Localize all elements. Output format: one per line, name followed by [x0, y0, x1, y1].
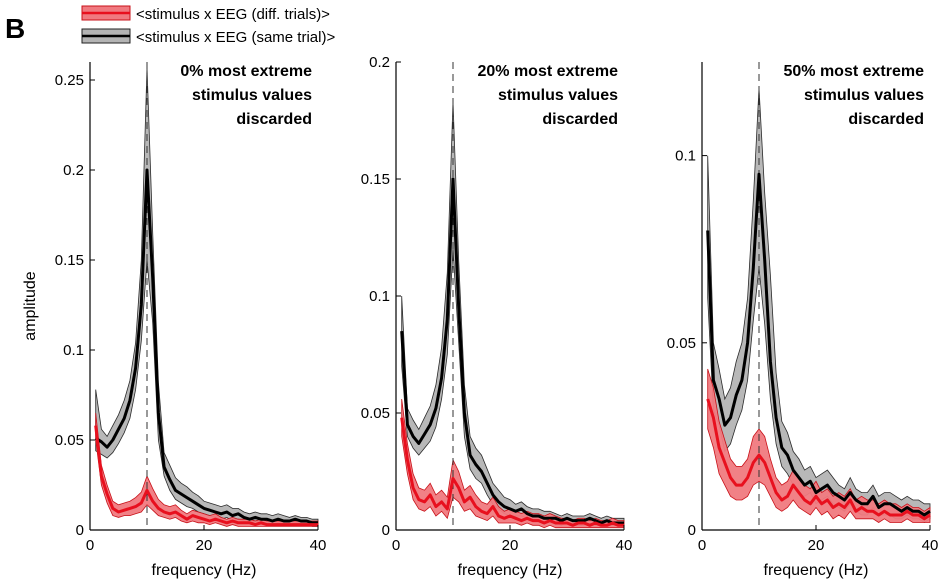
y-tick-label: 0.25: [55, 72, 84, 89]
y-tick-label: 0.2: [369, 54, 390, 71]
y-tick-label: 0: [76, 522, 84, 539]
x-tick-label: 0: [86, 537, 94, 554]
legend-label-diff-trials: <stimulus x EEG (diff. trials)>: [136, 6, 330, 23]
panel-title-line: 50% most extreme: [783, 63, 924, 80]
y-tick-label: 0.1: [675, 148, 696, 165]
x-tick-label: 20: [502, 537, 519, 554]
x-tick-label: 40: [616, 537, 633, 554]
y-tick-label: 0.1: [369, 288, 390, 305]
y-axis-label: amplitude: [22, 271, 39, 340]
y-tick-label: 0: [382, 522, 390, 539]
series-line-diff-trials: [94, 425, 318, 527]
panel-title-line: discarded: [236, 111, 312, 128]
panel-title-line: stimulus values: [192, 87, 312, 104]
x-tick-label: 20: [808, 537, 825, 554]
x-axis-label: frequency (Hz): [152, 562, 257, 579]
y-tick-label: 0.15: [55, 252, 84, 269]
series-line-diff-trials: [706, 398, 931, 521]
legend: <stimulus x EEG (diff. trials)> <stimulu…: [81, 5, 335, 46]
x-tick-label: 0: [698, 537, 706, 554]
panel-title-line: discarded: [542, 111, 618, 128]
series-line-same-trial: [400, 177, 624, 525]
x-axis-label: frequency (Hz): [764, 562, 869, 579]
panel-letter: B: [5, 13, 25, 44]
confidence-band-diff-trials: [707, 368, 931, 523]
legend-item-same-trial: <stimulus x EEG (same trial)>: [81, 28, 335, 46]
panel-title-line: stimulus values: [498, 87, 618, 104]
panel-title-line: 0% most extreme: [180, 63, 312, 80]
confidence-band-same-trial: [401, 101, 625, 526]
y-tick-label: 0.15: [361, 171, 390, 188]
x-tick-label: 40: [922, 537, 939, 554]
confidence-band-same-trial: [707, 88, 931, 523]
legend-item-diff-trials: <stimulus x EEG (diff. trials)>: [81, 5, 330, 23]
subplot-20pct: 0 0.05 0.1 0.15 0.2 0 20 40 frequency (Hz) 20% mo…: [361, 54, 633, 579]
x-tick-label: 20: [196, 537, 213, 554]
x-tick-label: 0: [392, 537, 400, 554]
y-tick-label: 0.2: [63, 162, 84, 179]
panel-title-line: discarded: [848, 111, 924, 128]
panel-title-line: 20% most extreme: [477, 63, 618, 80]
panel-title-line: stimulus values: [804, 87, 924, 104]
x-tick-label: 40: [310, 537, 327, 554]
y-tick-label: 0: [688, 522, 696, 539]
series-line-diff-trials: [400, 417, 624, 527]
confidence-band-same-trial: [95, 67, 319, 527]
y-tick-label: 0.05: [361, 405, 390, 422]
series-line-same-trial: [94, 168, 318, 525]
y-tick-label: 0.1: [63, 342, 84, 359]
series-line-same-trial: [706, 172, 931, 517]
subplot-0pct: 0 0.05 0.1 0.15 0.2 0.25 0 20 40 frequency (Hz) am…: [22, 62, 326, 579]
y-tick-label: 0.05: [667, 335, 696, 352]
y-tick-label: 0.05: [55, 432, 84, 449]
legend-label-same-trial: <stimulus x EEG (same trial)>: [136, 29, 335, 46]
subplot-50pct: 0 0.05 0.1 0 20 40 frequency (Hz) 50% most extr…: [667, 62, 939, 579]
x-axis-label: frequency (Hz): [458, 562, 563, 579]
